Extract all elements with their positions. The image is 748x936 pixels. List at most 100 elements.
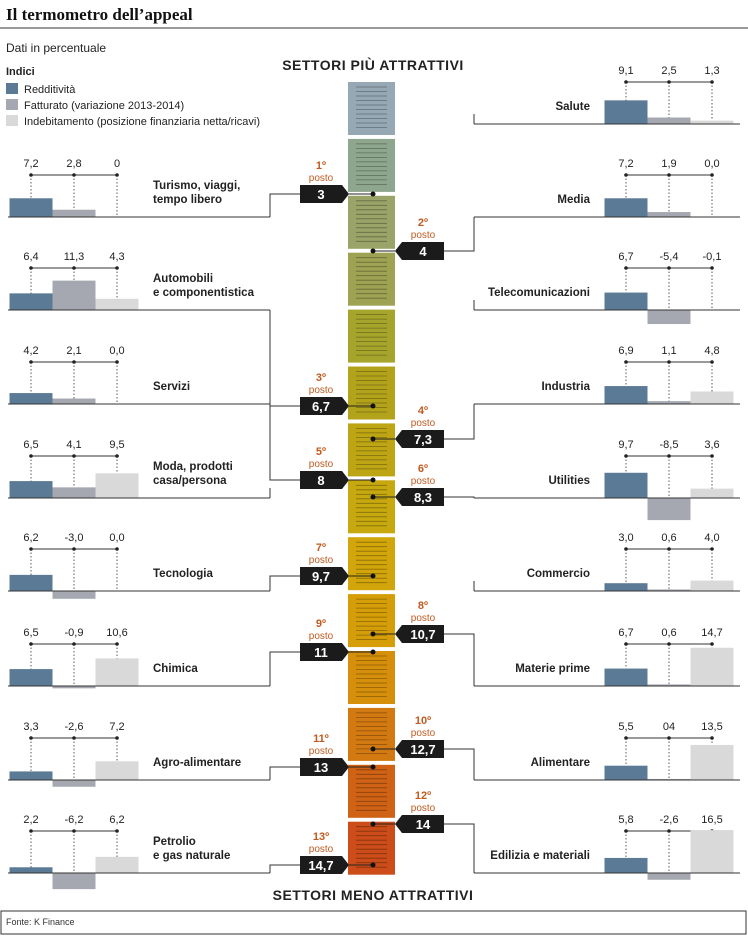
- rank-label: 13º: [313, 831, 329, 843]
- value-label: 7,2: [23, 158, 38, 170]
- value-label: 0: [114, 158, 120, 170]
- value-dot: [667, 454, 671, 458]
- bar: [604, 472, 648, 498]
- value-label: 1,1: [661, 345, 676, 357]
- value-dot: [72, 266, 76, 270]
- rank-posto-label: posto: [411, 803, 436, 814]
- legend-swatch-indebitamento: [6, 115, 18, 126]
- value-label: 2,1: [66, 345, 81, 357]
- score-value: 10,7: [410, 627, 435, 642]
- value-label: -8,5: [660, 439, 679, 451]
- value-label: 4,1: [66, 439, 81, 451]
- value-label: 2,5: [661, 65, 676, 77]
- value-dot: [72, 642, 76, 646]
- score-value: 14: [416, 817, 431, 832]
- sector-panel: 3,3 -2,6 7,2 Agro-alimentare: [8, 721, 270, 787]
- thermometer-segment: [348, 138, 395, 192]
- connector-line: [444, 404, 475, 440]
- value-label: 9,7: [618, 439, 633, 451]
- thermometer-dot: [370, 191, 376, 197]
- connector-line: [269, 310, 300, 407]
- score-badge: [395, 625, 444, 643]
- bar: [604, 386, 648, 404]
- thermometer-segment: [348, 309, 395, 363]
- legend: Indici Redditività Fatturato (variazione…: [6, 66, 260, 128]
- sector-name: Industria: [541, 381, 590, 393]
- sector-panel: 6,7 0,6 14,7 Materie prime: [474, 627, 740, 687]
- connector-lines: [269, 114, 475, 873]
- value-dot: [624, 642, 628, 646]
- rank-badges: 31ºposto42ºposto6,73ºposto7,34ºposto85ºp…: [300, 160, 444, 874]
- bar: [647, 117, 691, 124]
- value-label: 3,0: [618, 532, 633, 544]
- connector-line: [444, 496, 475, 498]
- value-dot: [667, 547, 671, 551]
- bar: [9, 771, 53, 780]
- value-dot: [115, 266, 119, 270]
- value-label: 6,7: [618, 627, 633, 639]
- value-dot: [115, 829, 119, 833]
- bar: [647, 401, 691, 404]
- sector-panel: 4,2 2,1 0,0 Servizi: [8, 345, 270, 405]
- sector-name: Servizi: [153, 381, 190, 393]
- value-label: -0,1: [703, 251, 722, 263]
- sector-panel: 5,8 -2,6 16,5 Edilizia e materiali: [474, 814, 740, 880]
- value-label: 0,0: [109, 345, 124, 357]
- thermometer-dot: [370, 649, 376, 655]
- bar: [604, 668, 648, 686]
- value-dot: [29, 829, 33, 833]
- sector-name: Tecnologia: [153, 568, 213, 580]
- thermometer-dot: [370, 821, 376, 827]
- bar: [52, 398, 96, 404]
- value-label: 5,8: [618, 814, 633, 826]
- legend-label-fatturato: Fatturato (variazione 2013-2014): [24, 100, 184, 112]
- value-label: -0,9: [65, 627, 84, 639]
- score-badge: [395, 815, 444, 833]
- sector-name: Alimentare: [531, 757, 590, 769]
- value-label: 0,0: [109, 532, 124, 544]
- legend-label-indebitamento: Indebitamento (posizione finanziaria net…: [24, 116, 260, 128]
- value-label: 6,5: [23, 439, 38, 451]
- value-dot: [624, 829, 628, 833]
- bar: [690, 744, 734, 780]
- value-label: 1,3: [704, 65, 719, 77]
- thermometer-dot: [370, 862, 376, 868]
- rank-posto-label: posto: [309, 844, 334, 855]
- value-label: 9,5: [109, 439, 124, 451]
- sector-name: Chimica: [153, 663, 198, 675]
- value-dot: [710, 266, 714, 270]
- sector-name: casa/persona: [153, 475, 227, 487]
- value-label: 04: [663, 721, 675, 733]
- thermometer-segment: [348, 651, 395, 704]
- sector-panel: 6,5 4,1 9,5 Moda, prodotti casa/persona: [8, 439, 270, 499]
- rank-posto-label: posto: [309, 173, 334, 184]
- value-label: 3,3: [23, 721, 38, 733]
- rank-label: 2º: [418, 217, 428, 229]
- bar: [95, 658, 139, 686]
- bar: [52, 873, 96, 890]
- rank-posto-label: posto: [309, 385, 334, 396]
- sector-name: Media: [557, 194, 590, 206]
- value-dot: [72, 547, 76, 551]
- value-dot: [72, 829, 76, 833]
- connector-line: [269, 651, 300, 686]
- rank-label: 9º: [316, 618, 326, 630]
- value-dot: [710, 642, 714, 646]
- thermometer-segment: [348, 537, 395, 591]
- sector-panel: 9,1 2,5 1,3 Salute: [474, 65, 740, 125]
- bar: [647, 684, 691, 686]
- value-label: 0,6: [661, 532, 676, 544]
- bar: [9, 481, 53, 498]
- value-label: 0,6: [661, 627, 676, 639]
- score-badge: [300, 397, 349, 415]
- rank-label: 11º: [313, 733, 329, 745]
- score-badge: [300, 643, 349, 661]
- value-label: 1,9: [661, 158, 676, 170]
- value-dot: [710, 736, 714, 740]
- bar: [95, 298, 139, 310]
- bar: [604, 765, 648, 780]
- connector-line: [444, 633, 475, 686]
- value-dot: [667, 173, 671, 177]
- value-dot: [667, 829, 671, 833]
- bar: [95, 473, 139, 498]
